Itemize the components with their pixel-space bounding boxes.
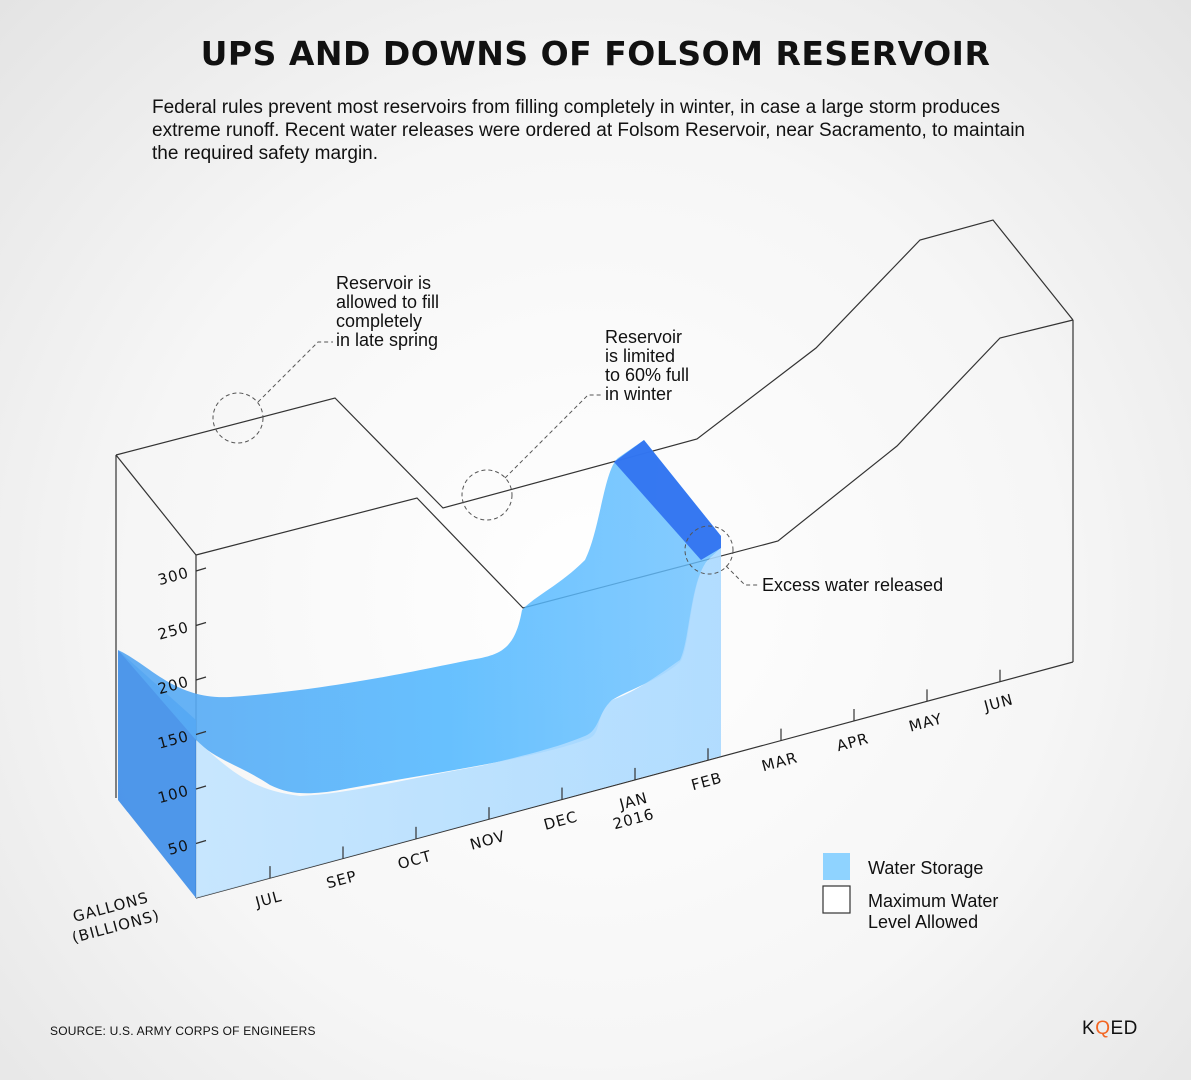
legend-swatch-max-level xyxy=(822,885,851,914)
annotation-excess-release: Excess water released xyxy=(684,525,943,595)
water-front-face xyxy=(196,548,721,898)
annotation-late-spring-circle xyxy=(212,392,264,444)
water-storage-volume xyxy=(118,440,721,898)
chart-title: UPS AND DOWNS OF FOLSOM RESERVOIR xyxy=(200,34,991,73)
annotation-winter-line-4: in winter xyxy=(605,384,672,404)
annotation-winter-limit: Reservoir is limited to 60% full in wint… xyxy=(461,327,689,521)
water-top-surface xyxy=(118,440,721,794)
x-tick-label: DEC xyxy=(542,808,580,834)
annotation-late-spring-line-2: allowed to fill xyxy=(336,292,439,312)
legend-label-water-storage: Water Storage xyxy=(868,858,983,878)
x-tick-label: FEB xyxy=(689,769,724,795)
top-left-depth xyxy=(115,454,197,556)
x-tick-label: MAR xyxy=(760,748,800,775)
x-tick-label: 2016 xyxy=(611,805,656,833)
source-note: SOURCE: U.S. ARMY CORPS OF ENGINEERS xyxy=(50,1024,316,1038)
annotation-late-spring-line-1: Reservoir is xyxy=(336,273,431,293)
y-tick-label: 300 xyxy=(156,563,191,589)
x-tick-label: OCT xyxy=(396,847,434,873)
x-tick-label: JUN xyxy=(981,690,1015,715)
annotation-late-spring-line-3: completely xyxy=(336,311,422,331)
excess-water-released-band xyxy=(614,440,721,560)
annotation-late-spring: Reservoir is allowed to fill completely … xyxy=(212,273,439,444)
logo-letter-k: K xyxy=(1082,1018,1096,1039)
annotation-winter-line-2: is limited xyxy=(605,346,675,366)
y-tick-label: 50 xyxy=(166,836,191,859)
kqed-logo: KQED xyxy=(1082,1018,1138,1040)
y-tick-mark xyxy=(195,676,207,681)
y-tick-label: 250 xyxy=(156,618,191,644)
annotation-winter-circle xyxy=(461,469,513,521)
y-tick-mark xyxy=(195,839,207,845)
max-level-back-line xyxy=(115,219,1074,509)
annotation-winter-line-3: to 60% full xyxy=(605,365,689,385)
logo-letters-ed: ED xyxy=(1110,1018,1138,1039)
y-tick-mark xyxy=(195,730,207,736)
legend-label-max-level-line-2: Level Allowed xyxy=(868,912,978,932)
x-tick-label: SEP xyxy=(324,867,359,892)
y-axis-title: GALLONS (BILLIONS) xyxy=(70,888,162,946)
legend-swatch-water-storage xyxy=(823,853,850,880)
x-tick-label: APR xyxy=(835,729,871,755)
annotation-excess-text: Excess water released xyxy=(762,575,943,595)
annotation-late-spring-line-4: in late spring xyxy=(336,330,438,350)
annotation-excess-circle xyxy=(684,525,734,575)
x-tick-label: MAY xyxy=(907,709,945,735)
x-tick-label: JUL xyxy=(252,887,283,912)
annotation-winter-line-1: Reservoir xyxy=(605,327,682,347)
max-level-front-line xyxy=(195,319,1074,609)
legend: Water Storage Maximum Water Level Allowe… xyxy=(822,853,998,932)
legend-label-max-level-line-1: Maximum Water xyxy=(868,891,998,911)
logo-letter-q: Q xyxy=(1095,1018,1111,1039)
y-tick-mark xyxy=(195,567,207,572)
y-tick-mark xyxy=(195,621,207,627)
y-tick-mark xyxy=(195,785,207,790)
x-tick-label: NOV xyxy=(468,827,507,854)
chart-subtitle: Federal rules prevent most reservoirs fr… xyxy=(152,97,1025,164)
